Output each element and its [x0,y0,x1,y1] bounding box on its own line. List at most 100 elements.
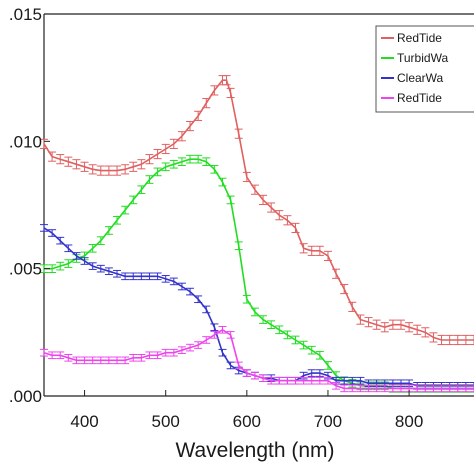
error-bar [222,75,231,86]
error-bar [186,287,195,296]
error-bar [153,148,162,160]
error-bar [56,261,65,271]
legend-label: RedTide [397,31,442,45]
error-bar [145,351,154,360]
error-bar [226,361,235,370]
error-bar [405,322,414,333]
error-bar [226,87,235,99]
error-bar [275,376,284,385]
error-bar [88,164,97,175]
error-bar [250,307,259,317]
chart-ticks: 400 500 600 700 800 .000 .005 .010 .015 [9,5,423,431]
x-tick-label: 600 [233,412,261,431]
error-bar [40,224,48,232]
error-bar [332,382,341,390]
error-bar [161,162,170,172]
series-3 [40,224,474,390]
error-bar [307,376,316,385]
error-bar [234,128,243,139]
error-bar [96,264,105,273]
error-bar [315,369,324,377]
error-bar [64,259,73,268]
error-bar [177,282,186,291]
error-bar [429,384,438,393]
error-bar [259,194,268,205]
error-bar [250,371,259,380]
error-bar [104,267,113,276]
error-bar [218,325,227,334]
error-bar [202,336,211,344]
series-1 [40,75,474,346]
error-bar [234,241,243,251]
error-bar [177,131,186,142]
error-bar [323,361,332,370]
error-bar [234,361,243,370]
legend-label: TurbidWa [397,51,448,65]
x-tick-label: 800 [395,412,423,431]
error-bar [129,353,138,362]
error-bar [323,376,332,385]
error-bar [88,262,97,270]
error-bar [250,184,259,195]
error-bar [137,159,146,170]
error-bar [356,314,365,325]
error-bar [275,210,284,221]
legend-label: ClearWa [397,71,444,85]
x-axis-title: Wavelength (nm) [175,439,334,462]
error-bar [323,250,332,262]
error-bar [437,334,446,346]
error-bar [48,264,57,273]
error-bar [153,272,162,281]
error-bar [177,346,186,354]
error-bar [40,138,48,149]
error-bar [129,272,138,281]
error-bar [259,315,268,324]
error-bar [218,177,227,187]
legend-label: RedTide [397,91,442,105]
error-bar [169,138,178,149]
error-bar [291,222,300,234]
error-bar [161,143,170,155]
legend-item: TurbidWa [381,51,448,65]
error-bar [348,376,357,385]
error-bar [104,356,113,365]
error-bar [267,376,276,385]
error-bar [48,229,57,237]
error-bar [177,157,186,167]
error-bar [453,334,462,346]
error-bar [242,369,251,377]
error-bar [104,165,113,176]
error-bar [348,384,357,393]
error-bar [96,236,105,245]
error-bar [307,369,316,377]
error-bar [242,171,251,183]
series-line [43,328,474,390]
error-bar [356,376,365,385]
error-bar [121,205,130,215]
error-bar [315,350,324,360]
error-bar [388,384,397,393]
error-bar [437,384,446,393]
x-tick-label: 700 [314,412,342,431]
error-bar [259,374,268,382]
error-bar [145,272,154,281]
error-bar [372,384,381,393]
error-bar [226,331,235,339]
error-bar [413,324,422,335]
error-bar [104,226,113,235]
error-bar [129,161,138,172]
error-bar [56,351,65,360]
error-bar [267,320,276,330]
error-bar [299,243,308,254]
error-bar [169,159,178,169]
error-bar [40,348,48,357]
error-bar [210,85,219,96]
legend-item: ClearWa [381,71,444,85]
y-tick-label: .005 [9,260,42,279]
error-bar [364,317,373,328]
error-bar [453,384,462,393]
error-bar [372,319,381,330]
legend-item: RedTide [381,91,442,105]
error-bar [96,165,105,176]
error-bar [356,384,365,393]
